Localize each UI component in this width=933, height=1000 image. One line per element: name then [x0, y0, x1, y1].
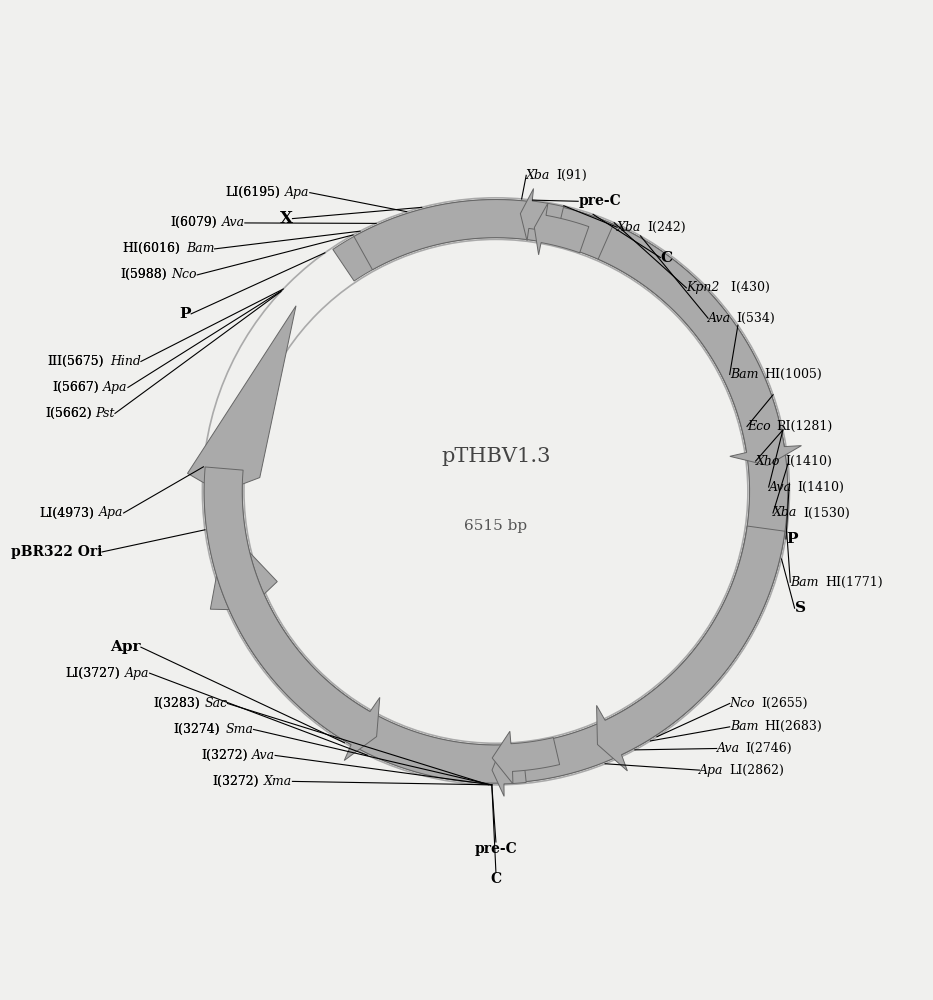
- Text: Sac: Sac: [204, 697, 228, 710]
- Text: HI(1771): HI(1771): [826, 576, 883, 589]
- Polygon shape: [598, 224, 801, 465]
- Text: LI(4973): LI(4973): [39, 506, 94, 519]
- Text: III(5675): III(5675): [48, 355, 104, 368]
- Text: HI(6016): HI(6016): [122, 242, 180, 255]
- Text: I(3272): I(3272): [201, 749, 247, 762]
- Text: I(430): I(430): [727, 281, 770, 294]
- Text: P: P: [180, 307, 191, 321]
- Text: HI(1005): HI(1005): [765, 368, 822, 381]
- Text: pre-C: pre-C: [475, 842, 517, 856]
- Text: I(3283): I(3283): [153, 697, 200, 710]
- Text: I(3272): I(3272): [201, 749, 247, 762]
- Text: pBR322 Ori: pBR322 Ori: [10, 545, 102, 559]
- Text: RI(1281): RI(1281): [776, 420, 832, 433]
- Text: I(2746): I(2746): [745, 742, 792, 755]
- Text: Bam: Bam: [730, 720, 759, 733]
- Text: I(1410): I(1410): [797, 481, 844, 494]
- Text: C: C: [661, 251, 673, 265]
- Text: I(3272): I(3272): [212, 775, 258, 788]
- Text: I(91): I(91): [556, 169, 587, 182]
- Text: 6515 bp: 6515 bp: [465, 519, 527, 533]
- Text: Ava: Ava: [252, 749, 275, 762]
- Text: X: X: [280, 210, 292, 227]
- Text: Pst: Pst: [95, 407, 115, 420]
- Text: I(6079): I(6079): [171, 216, 217, 229]
- Text: Sma: Sma: [226, 723, 254, 736]
- Text: Apa: Apa: [285, 186, 310, 199]
- Text: Xba: Xba: [526, 169, 550, 182]
- Text: I(5662): I(5662): [45, 407, 91, 420]
- Text: I(5662): I(5662): [45, 407, 91, 420]
- Text: Xma: Xma: [264, 775, 292, 788]
- Text: Apa: Apa: [125, 667, 149, 680]
- Text: I(1530): I(1530): [803, 506, 850, 519]
- Text: I(3283): I(3283): [153, 697, 200, 710]
- Text: Xba: Xba: [773, 506, 798, 519]
- Text: C: C: [491, 872, 501, 886]
- Polygon shape: [521, 189, 564, 241]
- Text: I(242): I(242): [648, 221, 686, 234]
- Text: LI(6195): LI(6195): [226, 186, 281, 199]
- Text: Apa: Apa: [700, 764, 724, 777]
- Text: Ava: Ava: [708, 312, 731, 325]
- Text: I(5988): I(5988): [120, 268, 167, 281]
- Text: Bam: Bam: [186, 242, 215, 255]
- Text: LI(2862): LI(2862): [730, 764, 785, 777]
- Text: LI(4973): LI(4973): [39, 506, 94, 519]
- Text: Apr: Apr: [110, 640, 141, 654]
- Text: LI(3727): LI(3727): [65, 667, 120, 680]
- Text: I(534): I(534): [736, 312, 775, 325]
- Text: pTHBV1.3: pTHBV1.3: [441, 447, 550, 466]
- Text: I(3274): I(3274): [174, 723, 220, 736]
- Text: Xba: Xba: [617, 221, 642, 234]
- Text: Bam: Bam: [790, 576, 819, 589]
- Text: I(6079): I(6079): [171, 216, 217, 229]
- Text: S: S: [795, 601, 805, 615]
- Text: Xho: Xho: [756, 455, 780, 468]
- Polygon shape: [535, 203, 589, 255]
- Text: Apa: Apa: [99, 506, 123, 519]
- Polygon shape: [204, 467, 380, 760]
- Text: I(2655): I(2655): [761, 697, 808, 710]
- Text: HI(2683): HI(2683): [765, 720, 822, 733]
- Text: I(3274): I(3274): [174, 723, 220, 736]
- Text: Ava: Ava: [222, 216, 244, 229]
- Text: III(5675): III(5675): [48, 355, 104, 368]
- Text: Ava: Ava: [769, 481, 792, 494]
- Text: I(5667): I(5667): [52, 381, 99, 394]
- Text: Nco: Nco: [730, 697, 755, 710]
- Text: Apa: Apa: [104, 381, 128, 394]
- Polygon shape: [492, 744, 526, 796]
- Polygon shape: [596, 526, 785, 771]
- Text: I(5988): I(5988): [120, 268, 167, 281]
- Text: I(5667): I(5667): [52, 381, 99, 394]
- Text: Ava: Ava: [717, 742, 740, 755]
- Text: Eco: Eco: [747, 420, 771, 433]
- Text: Hind: Hind: [110, 355, 141, 368]
- Text: Bam: Bam: [730, 368, 759, 381]
- Text: pre-C: pre-C: [578, 194, 621, 208]
- Text: Nco: Nco: [172, 268, 197, 281]
- Text: P: P: [786, 532, 798, 546]
- Polygon shape: [188, 200, 787, 783]
- Polygon shape: [210, 200, 787, 783]
- Text: I(1410): I(1410): [786, 455, 832, 468]
- Text: LI(3727): LI(3727): [65, 667, 120, 680]
- Text: I(3272): I(3272): [212, 775, 258, 788]
- Polygon shape: [493, 731, 560, 784]
- Text: HI(6016): HI(6016): [122, 242, 180, 255]
- Text: LI(6195): LI(6195): [226, 186, 281, 199]
- Text: Kpn2: Kpn2: [687, 281, 719, 294]
